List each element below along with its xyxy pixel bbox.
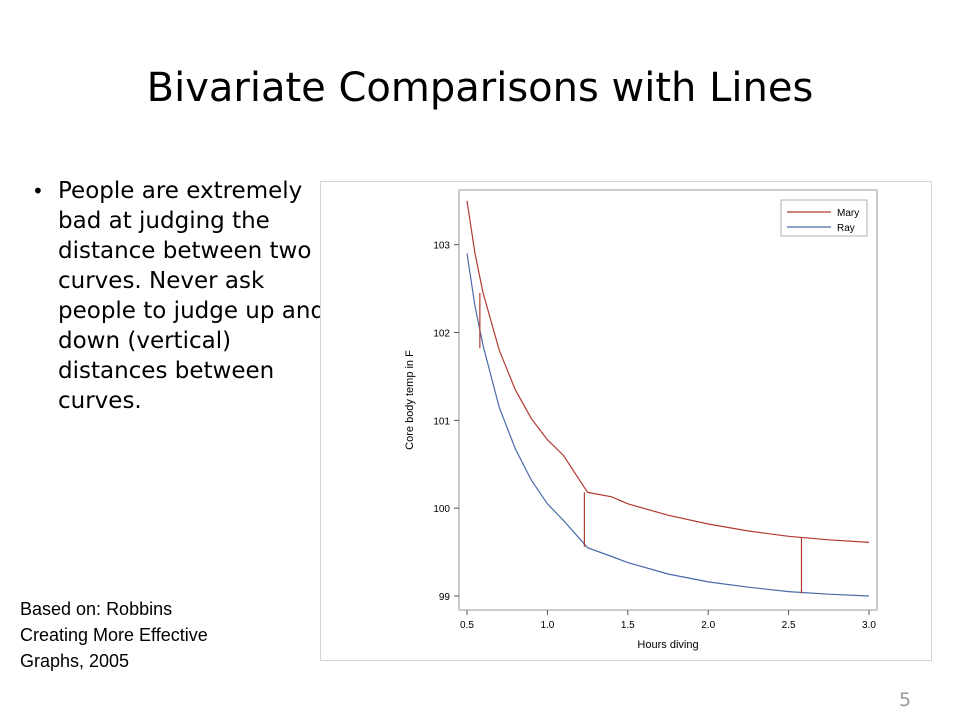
page-number: 5 <box>898 689 912 711</box>
y-tick-label: 101 <box>433 416 450 427</box>
y-axis: 99 100 101 102 103 <box>433 241 459 603</box>
bullet-item: • People are extremely bad at judging th… <box>28 176 328 416</box>
bullet-text: People are extremely bad at judging the … <box>58 178 326 414</box>
x-axis-title: Hours diving <box>637 639 698 651</box>
x-tick-label: 3.0 <box>862 620 876 631</box>
chart-frame: 99 100 101 102 103 0.5 1.0 1.5 2.0 2.5 3.0 Mary Ra… <box>320 181 932 661</box>
legend-box <box>780 199 868 237</box>
x-tick-label: 1.5 <box>621 620 635 631</box>
y-tick-label: 99 <box>439 592 451 603</box>
series-line-ray <box>466 253 870 597</box>
plot-area <box>458 189 878 611</box>
legend-label: Mary <box>837 208 859 219</box>
series-group <box>466 200 870 597</box>
bullet-dot-icon: • <box>32 179 44 203</box>
x-axis: 0.5 1.0 1.5 2.0 2.5 3.0 <box>460 610 876 631</box>
legend-label: Ray <box>837 223 855 234</box>
bullet-list: • People are extremely bad at judging th… <box>28 176 328 416</box>
citation-text: Based on: Robbins Creating More Effectiv… <box>20 599 208 671</box>
legend: Mary Ray <box>780 199 868 237</box>
series-line-mary <box>466 200 870 543</box>
x-tick-label: 1.0 <box>540 620 554 631</box>
annotation-group <box>479 293 803 594</box>
slide-title: Bivariate Comparisons with Lines <box>146 65 814 111</box>
line-chart: 99 100 101 102 103 0.5 1.0 1.5 2.0 2.5 3.0 Mary Ra… <box>404 189 878 651</box>
y-tick-label: 100 <box>433 504 450 515</box>
x-tick-label: 0.5 <box>460 620 474 631</box>
x-tick-label: 2.5 <box>782 620 796 631</box>
x-tick-label: 2.0 <box>701 620 715 631</box>
y-tick-label: 102 <box>433 329 450 340</box>
y-axis-title: Core body temp in F <box>404 350 416 450</box>
y-tick-label: 103 <box>433 241 450 252</box>
